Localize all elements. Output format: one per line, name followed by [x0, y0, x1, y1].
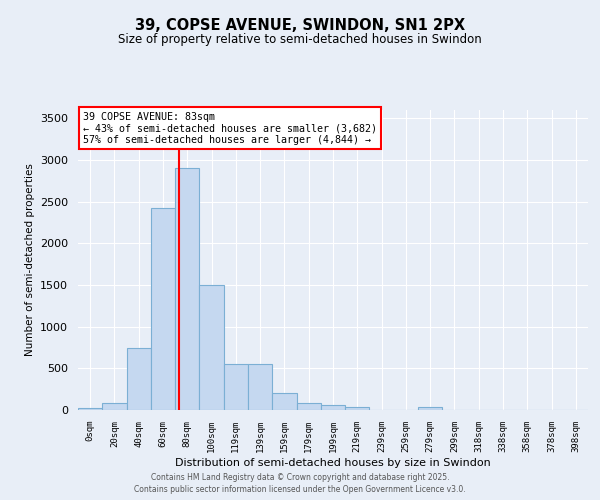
Text: 39, COPSE AVENUE, SWINDON, SN1 2PX: 39, COPSE AVENUE, SWINDON, SN1 2PX — [135, 18, 465, 32]
Bar — [78, 408, 102, 410]
X-axis label: Distribution of semi-detached houses by size in Swindon: Distribution of semi-detached houses by … — [175, 458, 491, 468]
Bar — [418, 407, 442, 410]
Bar — [175, 168, 199, 410]
Bar — [127, 348, 151, 410]
Bar — [151, 208, 175, 410]
Bar — [248, 364, 272, 410]
Bar — [199, 285, 224, 410]
Bar — [321, 405, 345, 410]
Bar — [102, 404, 127, 410]
Text: 39 COPSE AVENUE: 83sqm
← 43% of semi-detached houses are smaller (3,682)
57% of : 39 COPSE AVENUE: 83sqm ← 43% of semi-det… — [83, 112, 377, 144]
Text: Size of property relative to semi-detached houses in Swindon: Size of property relative to semi-detach… — [118, 32, 482, 46]
Text: Contains HM Land Registry data © Crown copyright and database right 2025.: Contains HM Land Registry data © Crown c… — [151, 472, 449, 482]
Y-axis label: Number of semi-detached properties: Number of semi-detached properties — [25, 164, 35, 356]
Bar — [272, 394, 296, 410]
Bar — [345, 407, 370, 410]
Text: Contains public sector information licensed under the Open Government Licence v3: Contains public sector information licen… — [134, 485, 466, 494]
Bar — [224, 364, 248, 410]
Bar — [296, 404, 321, 410]
